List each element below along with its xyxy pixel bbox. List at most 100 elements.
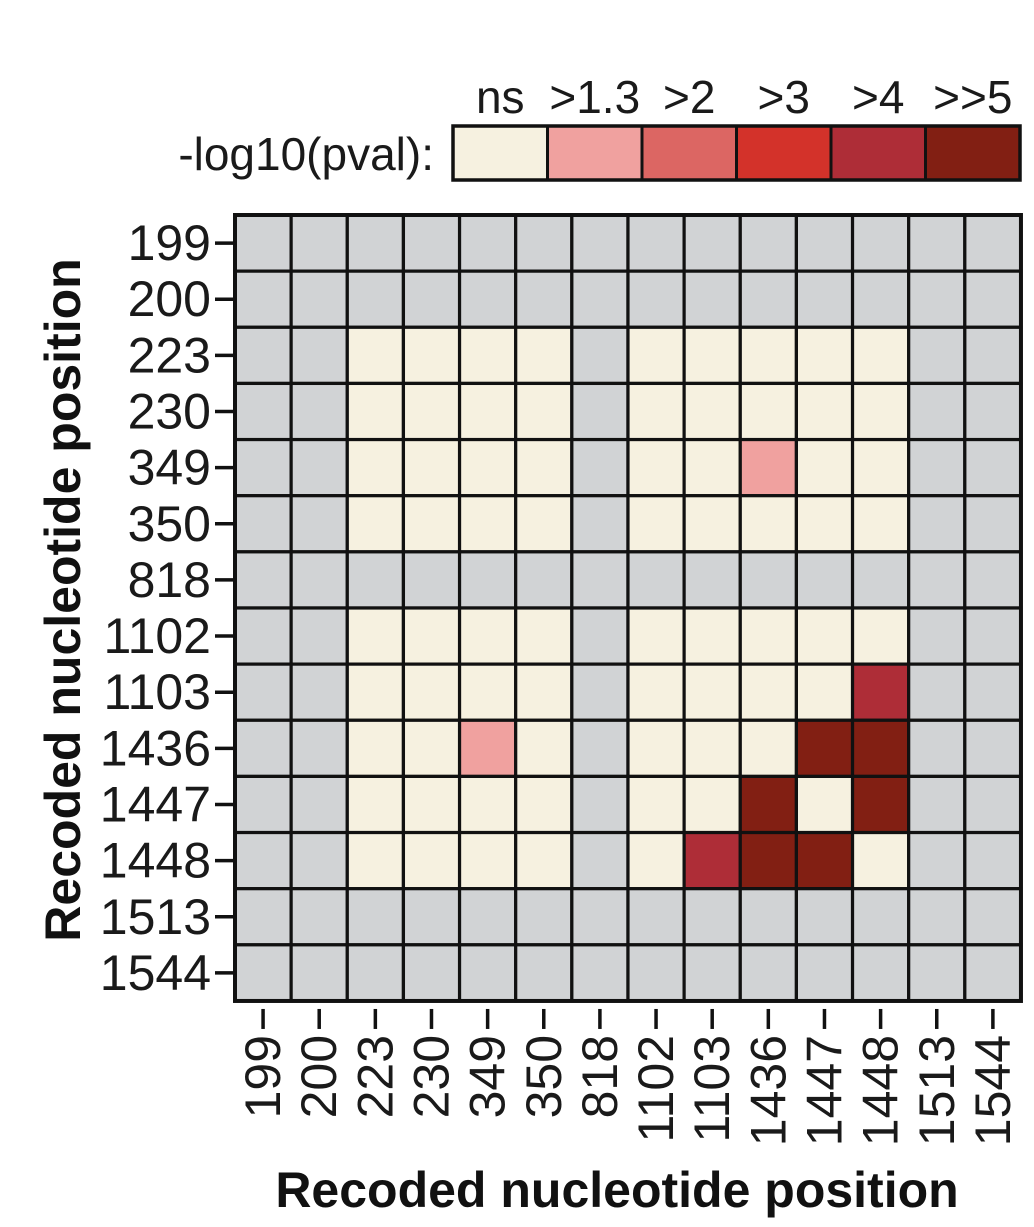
heatmap-cell <box>794 943 855 1003</box>
heatmap-cell <box>233 606 293 666</box>
heatmap-border <box>233 213 1023 1003</box>
heatmap-cell <box>626 830 686 891</box>
heatmap-cell <box>233 381 293 442</box>
heatmap-cell <box>963 381 1023 442</box>
x-tick-label: 200 <box>291 1035 347 1118</box>
heatmap-cell <box>401 213 462 273</box>
heatmap-cell <box>626 718 686 779</box>
heatmap-cell <box>738 550 799 610</box>
heatmap-cell <box>457 887 518 947</box>
heatmap-cell <box>850 774 911 835</box>
legend-swatch <box>924 124 1022 182</box>
heatmap-cell <box>345 606 406 666</box>
heatmap-cell <box>850 718 911 779</box>
x-tick-label: 1544 <box>965 1035 1021 1146</box>
x-tick-label: 1103 <box>684 1035 740 1143</box>
heatmap-cell <box>907 213 967 273</box>
x-tick-label: 818 <box>572 1035 628 1118</box>
heatmap-cell <box>794 325 855 386</box>
x-tick-label: 1102 <box>628 1035 684 1143</box>
heatmap-cell <box>907 718 967 779</box>
heatmap-cell <box>794 662 855 722</box>
heatmap-cell <box>401 437 462 498</box>
heatmap-cell <box>514 213 574 273</box>
heatmap-cell <box>457 943 518 1003</box>
heatmap-cell <box>907 943 967 1003</box>
heatmap-cell <box>907 550 967 610</box>
y-tick-label: 1544 <box>100 945 211 1001</box>
x-tick-label: 223 <box>347 1035 403 1118</box>
legend-swatch <box>451 124 549 182</box>
heatmap-cell <box>963 437 1023 498</box>
heatmap-cell <box>401 606 462 666</box>
heatmap-cell <box>457 381 518 442</box>
heatmap-cell <box>682 943 742 1003</box>
legend-label: >3 <box>758 71 810 123</box>
heatmap-cell <box>233 774 293 835</box>
legend-swatch <box>829 124 927 182</box>
legend: -log10(pval): ns >1.3 >2 >3 >4 >>5 <box>178 71 1022 182</box>
heatmap-cell <box>345 943 406 1003</box>
heatmap-cell <box>907 887 967 947</box>
heatmap-cell <box>850 269 911 329</box>
heatmap-cell <box>233 550 293 610</box>
heatmap-cell <box>514 943 574 1003</box>
heatmap-cell <box>401 830 462 891</box>
heatmap-cell <box>570 381 630 442</box>
heatmap-cell <box>570 213 630 273</box>
heatmap-cell <box>794 774 855 835</box>
heatmap-cell <box>457 437 518 498</box>
heatmap-cell <box>345 325 406 386</box>
legend-swatch <box>546 124 644 182</box>
heatmap-cell <box>570 943 630 1003</box>
heatmap-cell <box>682 830 742 891</box>
legend-border <box>451 124 1022 182</box>
legend-label: >4 <box>852 71 904 123</box>
heatmap-cell <box>850 606 911 666</box>
heatmap-cell <box>794 550 855 610</box>
heatmap-cell <box>514 269 574 329</box>
heatmap-cell <box>289 606 349 666</box>
heatmap-cell <box>738 606 799 666</box>
y-tick-label: 1103 <box>103 664 211 720</box>
heatmap-cell <box>401 718 462 779</box>
heatmap-cell <box>738 943 799 1003</box>
heatmap-cell <box>401 381 462 442</box>
heatmap-cell <box>682 718 742 779</box>
x-tick-label: 230 <box>403 1035 459 1118</box>
heatmap-cell <box>514 662 574 722</box>
heatmap-cell <box>233 325 293 386</box>
heatmap-cell <box>514 325 574 386</box>
heatmap-cell <box>738 830 799 891</box>
heatmap-cell <box>457 718 518 779</box>
heatmap-cell <box>963 718 1023 779</box>
x-tick-label: 1436 <box>740 1035 796 1146</box>
heatmap-cell <box>345 213 406 273</box>
heatmap-cell <box>289 830 349 891</box>
heatmap-cell <box>907 269 967 329</box>
heatmap-cell <box>626 213 686 273</box>
legend-swatches <box>451 124 1022 182</box>
heatmap-cell <box>850 494 911 554</box>
heatmap-cell <box>794 437 855 498</box>
heatmap-cell <box>738 437 799 498</box>
heatmap-cell <box>514 381 574 442</box>
heatmap-cell <box>570 494 630 554</box>
heatmap-cell <box>570 269 630 329</box>
x-axis-title: Recoded nucleotide position <box>275 1162 958 1218</box>
heatmap-cell <box>850 550 911 610</box>
heatmap-cell <box>682 662 742 722</box>
heatmap-cell <box>738 718 799 779</box>
heatmap-cell <box>907 774 967 835</box>
heatmap-cell <box>850 830 911 891</box>
heatmap-cell <box>514 606 574 666</box>
heatmap-cell <box>963 550 1023 610</box>
heatmap-cell <box>963 774 1023 835</box>
heatmap-cell <box>907 662 967 722</box>
heatmap-cell <box>233 943 293 1003</box>
y-tick-label: 1513 <box>100 889 211 945</box>
y-tick-label: 1447 <box>100 776 211 832</box>
heatmap-cell <box>626 662 686 722</box>
y-tick-label: 818 <box>128 552 211 608</box>
heatmap-cell <box>233 269 293 329</box>
